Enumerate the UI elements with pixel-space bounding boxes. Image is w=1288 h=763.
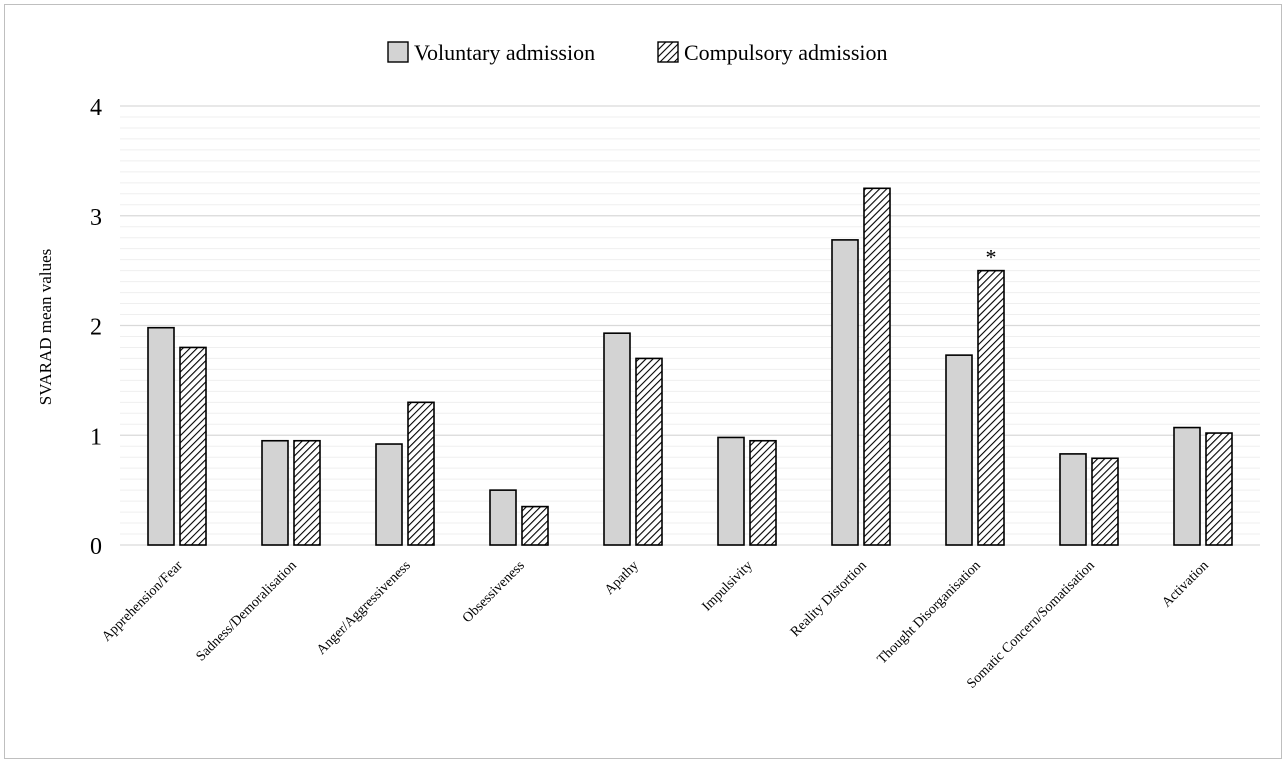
y-tick-label: 1 [90,424,102,450]
bar-voluntary [1173,426,1201,546]
x-category-label: Thought Disorganisation [875,558,984,667]
x-category-label: Reality Distortion [788,558,870,640]
annotations: * [986,245,997,270]
bar-compulsory [293,439,321,546]
bar-compulsory [977,269,1005,546]
bar-voluntary [147,326,175,546]
x-category-label: Somatic Concern/Somatisation [964,558,1098,692]
x-category-label: Anger/Aggressiveness [314,558,414,658]
bar-compulsory [635,357,663,546]
y-axis-label: SVARAD mean values [36,249,55,405]
x-category-label: Obsessiveness [460,558,528,626]
bar-voluntary [375,443,403,546]
bar-compulsory [863,187,891,546]
gridlines [120,105,1260,546]
x-category-label: Impulsivity [700,558,756,614]
y-tick-label: 0 [90,534,102,560]
y-tick-label: 3 [90,205,102,231]
bar-voluntary [603,332,631,546]
x-category-label: Apathy [602,558,642,598]
y-tick-label: 2 [90,315,102,341]
x-category-label: Apprehension/Fear [99,558,186,645]
legend-label: Voluntary admission [414,40,595,65]
bar-voluntary [1059,453,1087,546]
legend: Voluntary admission Compulsory admission [387,40,888,65]
y-tick-label: 4 [90,95,102,121]
legend-swatch [657,41,679,63]
x-category-label: Activation [1159,558,1211,610]
legend-label: Compulsory admission [684,40,888,65]
bar-compulsory [1205,432,1233,546]
bar-voluntary [831,239,859,546]
bar-voluntary [717,436,745,546]
bar-compulsory [749,439,777,546]
bar-compulsory [521,505,549,546]
bar-compulsory [1091,457,1119,546]
bar-voluntary [945,354,973,546]
bars [147,187,1233,546]
x-category-label: Sadness/Demoralisation [194,558,300,664]
legend-swatch [387,41,409,63]
bar-compulsory [407,401,435,546]
y-axis-ticks: 0 1 2 3 4 [90,95,102,560]
significance-marker: * [986,245,997,270]
bar-compulsory [179,346,207,546]
bar-voluntary [261,439,289,546]
bar-voluntary [489,489,517,546]
x-axis-labels: Apprehension/Fear Sadness/Demoralisation A… [99,558,1211,692]
